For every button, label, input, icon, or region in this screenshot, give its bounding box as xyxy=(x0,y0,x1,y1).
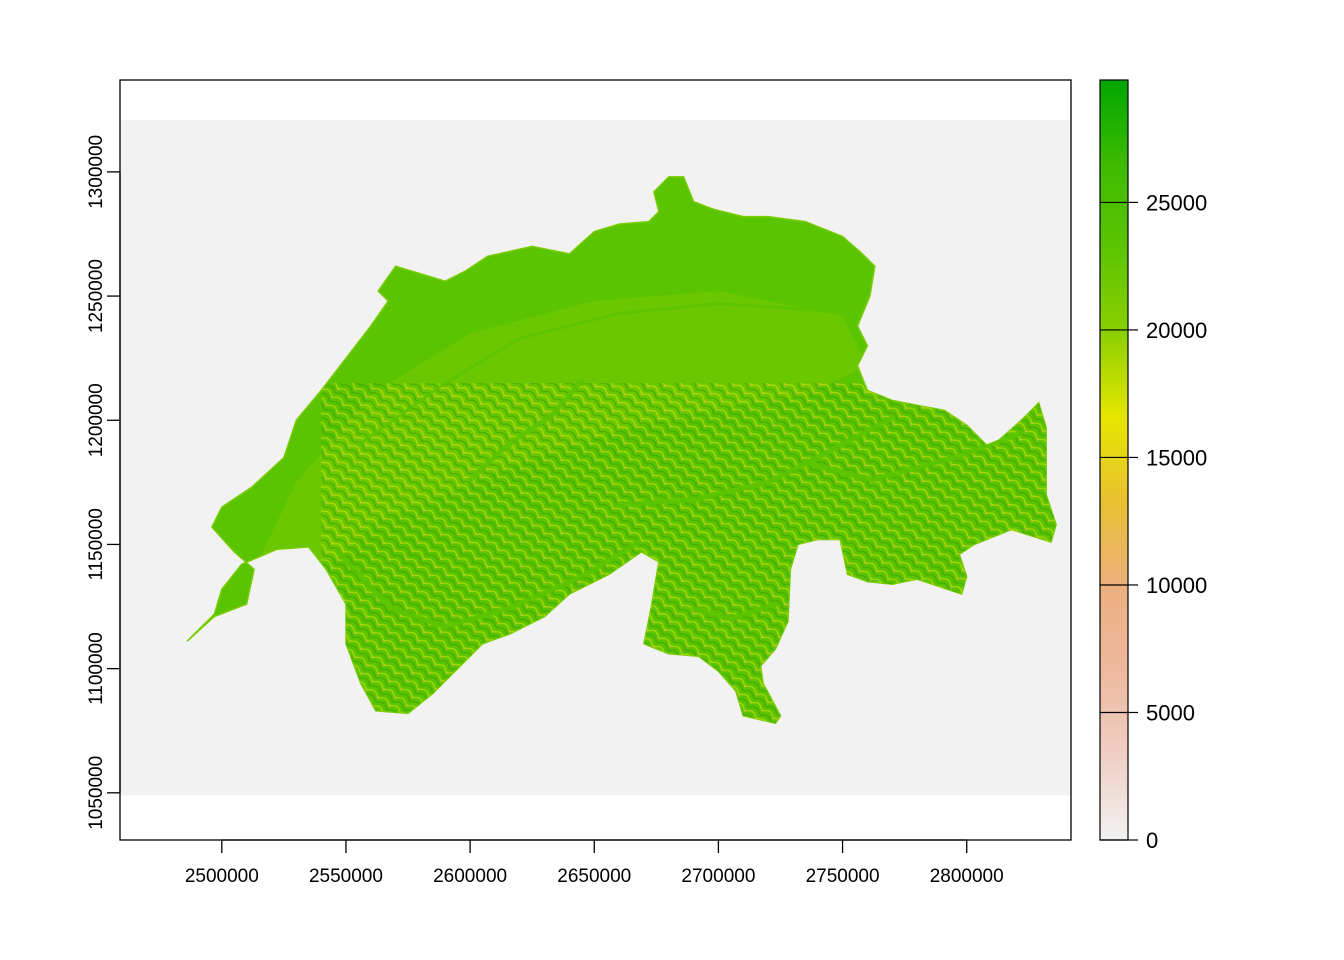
legend-tick-label: 25000 xyxy=(1146,190,1207,215)
y-tick-label: 1100000 xyxy=(86,632,107,705)
valley-line xyxy=(336,539,642,629)
y-tick-label: 1300000 xyxy=(86,135,107,209)
x-axis: 2500000 2550000 2600000 2650000 2700000 27500… xyxy=(185,839,1004,887)
valley-line xyxy=(802,430,1024,483)
x-tick-label: 2500000 xyxy=(185,866,259,887)
y-tick-label: 1050000 xyxy=(86,756,107,830)
valley-line xyxy=(356,302,832,447)
country-relief xyxy=(186,176,1057,725)
x-tick-label: 2700000 xyxy=(681,866,755,887)
y-tick-label: 1250000 xyxy=(86,259,107,333)
valley-lines xyxy=(336,302,1024,629)
y-tick-label: 1200000 xyxy=(86,383,107,457)
color-legend: 0 5000 10000 15000 20000 25000 xyxy=(1099,79,1207,853)
legend-ticks: 0 5000 10000 15000 20000 25000 xyxy=(1100,190,1207,853)
x-tick-label: 2800000 xyxy=(930,866,1004,887)
legend-tick-label: 5000 xyxy=(1146,700,1195,725)
valley-line xyxy=(467,378,585,483)
legend-tick-label: 15000 xyxy=(1146,445,1207,470)
x-tick-label: 2600000 xyxy=(433,866,507,887)
x-tick-label: 2550000 xyxy=(309,866,383,887)
y-tick-label: 1150000 xyxy=(86,508,107,581)
valley-line xyxy=(691,601,778,622)
x-tick-label: 2750000 xyxy=(806,866,880,887)
y-axis: 1050000 1100000 1150000 1200000 1250000 13000… xyxy=(86,135,121,830)
legend-tick-label: 0 xyxy=(1146,828,1158,853)
legend-tick-label: 20000 xyxy=(1146,318,1207,343)
legend-tick-label: 10000 xyxy=(1146,573,1207,598)
valley-line xyxy=(616,415,895,508)
legend-colorbar xyxy=(1099,79,1129,841)
x-tick-label: 2650000 xyxy=(557,866,631,887)
